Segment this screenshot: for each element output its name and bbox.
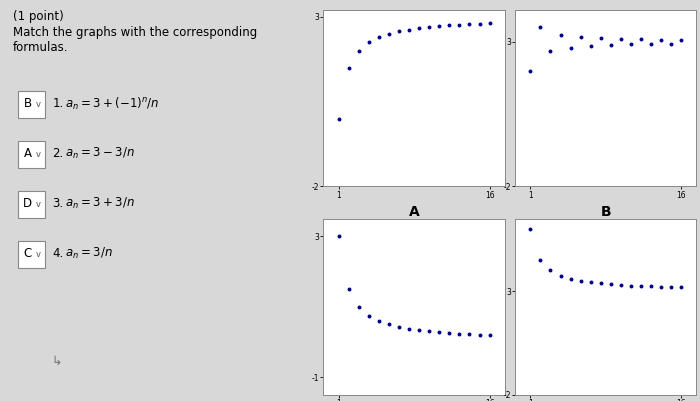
- Point: [444, 22, 455, 28]
- Point: [353, 304, 364, 310]
- Point: [636, 283, 647, 289]
- FancyBboxPatch shape: [18, 241, 45, 268]
- Point: [424, 328, 435, 335]
- Point: [545, 48, 556, 55]
- Text: 2.: 2.: [52, 147, 64, 160]
- Text: v: v: [36, 100, 41, 109]
- Text: ↳: ↳: [51, 354, 62, 367]
- Text: $a_n = 3 - 3/n$: $a_n = 3 - 3/n$: [62, 146, 135, 161]
- Text: 4.: 4.: [52, 247, 64, 260]
- Point: [393, 28, 405, 34]
- Point: [474, 20, 485, 27]
- Point: [585, 43, 596, 49]
- Point: [484, 20, 495, 26]
- Point: [565, 275, 576, 282]
- Text: B: B: [24, 97, 32, 110]
- Point: [464, 331, 475, 338]
- Point: [444, 330, 455, 336]
- Point: [656, 284, 667, 290]
- Text: $a_n = 3/n$: $a_n = 3/n$: [62, 246, 113, 261]
- Text: B: B: [601, 205, 611, 219]
- Point: [606, 281, 617, 288]
- Point: [525, 226, 536, 232]
- Point: [676, 284, 687, 290]
- Point: [535, 24, 546, 30]
- Point: [403, 26, 414, 33]
- Point: [555, 272, 566, 279]
- Point: [454, 331, 465, 337]
- Point: [565, 45, 576, 51]
- Text: v: v: [36, 200, 41, 209]
- Point: [363, 312, 374, 319]
- Text: $a_n = 3 + (-1)^n/n$: $a_n = 3 + (-1)^n/n$: [62, 95, 160, 111]
- Text: v: v: [36, 250, 41, 259]
- Text: v: v: [36, 150, 41, 159]
- Point: [433, 23, 444, 29]
- Point: [393, 324, 405, 330]
- Point: [595, 280, 606, 287]
- Point: [575, 34, 587, 40]
- Point: [645, 283, 657, 290]
- Point: [454, 21, 465, 28]
- Point: [333, 115, 344, 122]
- Point: [484, 332, 495, 338]
- Point: [333, 233, 344, 239]
- Point: [414, 327, 425, 334]
- Point: [343, 286, 354, 292]
- Point: [625, 282, 636, 289]
- Point: [433, 329, 444, 336]
- Text: Match the graphs with the corresponding
formulas.: Match the graphs with the corresponding …: [13, 26, 257, 54]
- Text: C: C: [24, 247, 32, 260]
- Point: [666, 41, 677, 47]
- Point: [424, 24, 435, 30]
- Point: [615, 282, 626, 288]
- Point: [373, 318, 384, 324]
- Text: A: A: [24, 147, 32, 160]
- Point: [625, 41, 636, 48]
- Point: [474, 332, 485, 338]
- Point: [636, 36, 647, 43]
- Point: [615, 36, 626, 42]
- Point: [384, 321, 395, 328]
- Text: 1.: 1.: [52, 97, 64, 110]
- Point: [414, 25, 425, 31]
- FancyBboxPatch shape: [18, 91, 45, 118]
- Point: [464, 21, 475, 27]
- Point: [575, 277, 587, 284]
- Point: [656, 36, 667, 43]
- Point: [343, 65, 354, 71]
- Point: [384, 30, 395, 37]
- Text: D: D: [23, 197, 32, 210]
- Point: [535, 257, 546, 263]
- Text: A: A: [409, 205, 419, 219]
- Text: $a_n = 3 + 3/n$: $a_n = 3 + 3/n$: [62, 196, 135, 211]
- Point: [595, 35, 606, 41]
- Point: [363, 39, 374, 45]
- Point: [676, 37, 687, 43]
- Point: [555, 31, 566, 38]
- Point: [645, 41, 657, 47]
- Text: (1 point): (1 point): [13, 10, 64, 23]
- Point: [353, 48, 364, 54]
- Point: [525, 67, 536, 74]
- Point: [403, 326, 414, 332]
- Point: [585, 279, 596, 286]
- Point: [373, 34, 384, 41]
- FancyBboxPatch shape: [18, 141, 45, 168]
- FancyBboxPatch shape: [18, 191, 45, 218]
- Point: [545, 267, 556, 273]
- Point: [606, 42, 617, 48]
- Text: 3.: 3.: [52, 197, 64, 210]
- Point: [666, 284, 677, 290]
